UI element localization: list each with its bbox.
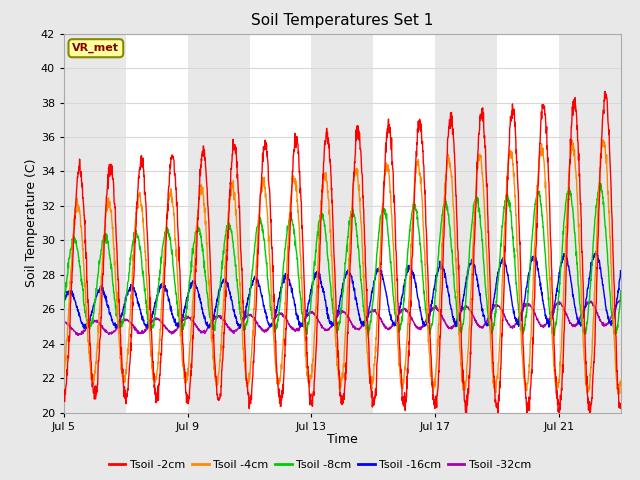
Bar	[435, 34, 497, 413]
X-axis label: Time: Time	[327, 433, 358, 446]
Bar	[188, 34, 250, 413]
Title: Soil Temperatures Set 1: Soil Temperatures Set 1	[252, 13, 433, 28]
Bar	[559, 34, 621, 413]
Legend: Tsoil -2cm, Tsoil -4cm, Tsoil -8cm, Tsoil -16cm, Tsoil -32cm: Tsoil -2cm, Tsoil -4cm, Tsoil -8cm, Tsoi…	[104, 456, 536, 474]
Bar	[64, 34, 126, 413]
Text: VR_met: VR_met	[72, 43, 119, 53]
Y-axis label: Soil Temperature (C): Soil Temperature (C)	[25, 159, 38, 288]
Bar	[312, 34, 373, 413]
